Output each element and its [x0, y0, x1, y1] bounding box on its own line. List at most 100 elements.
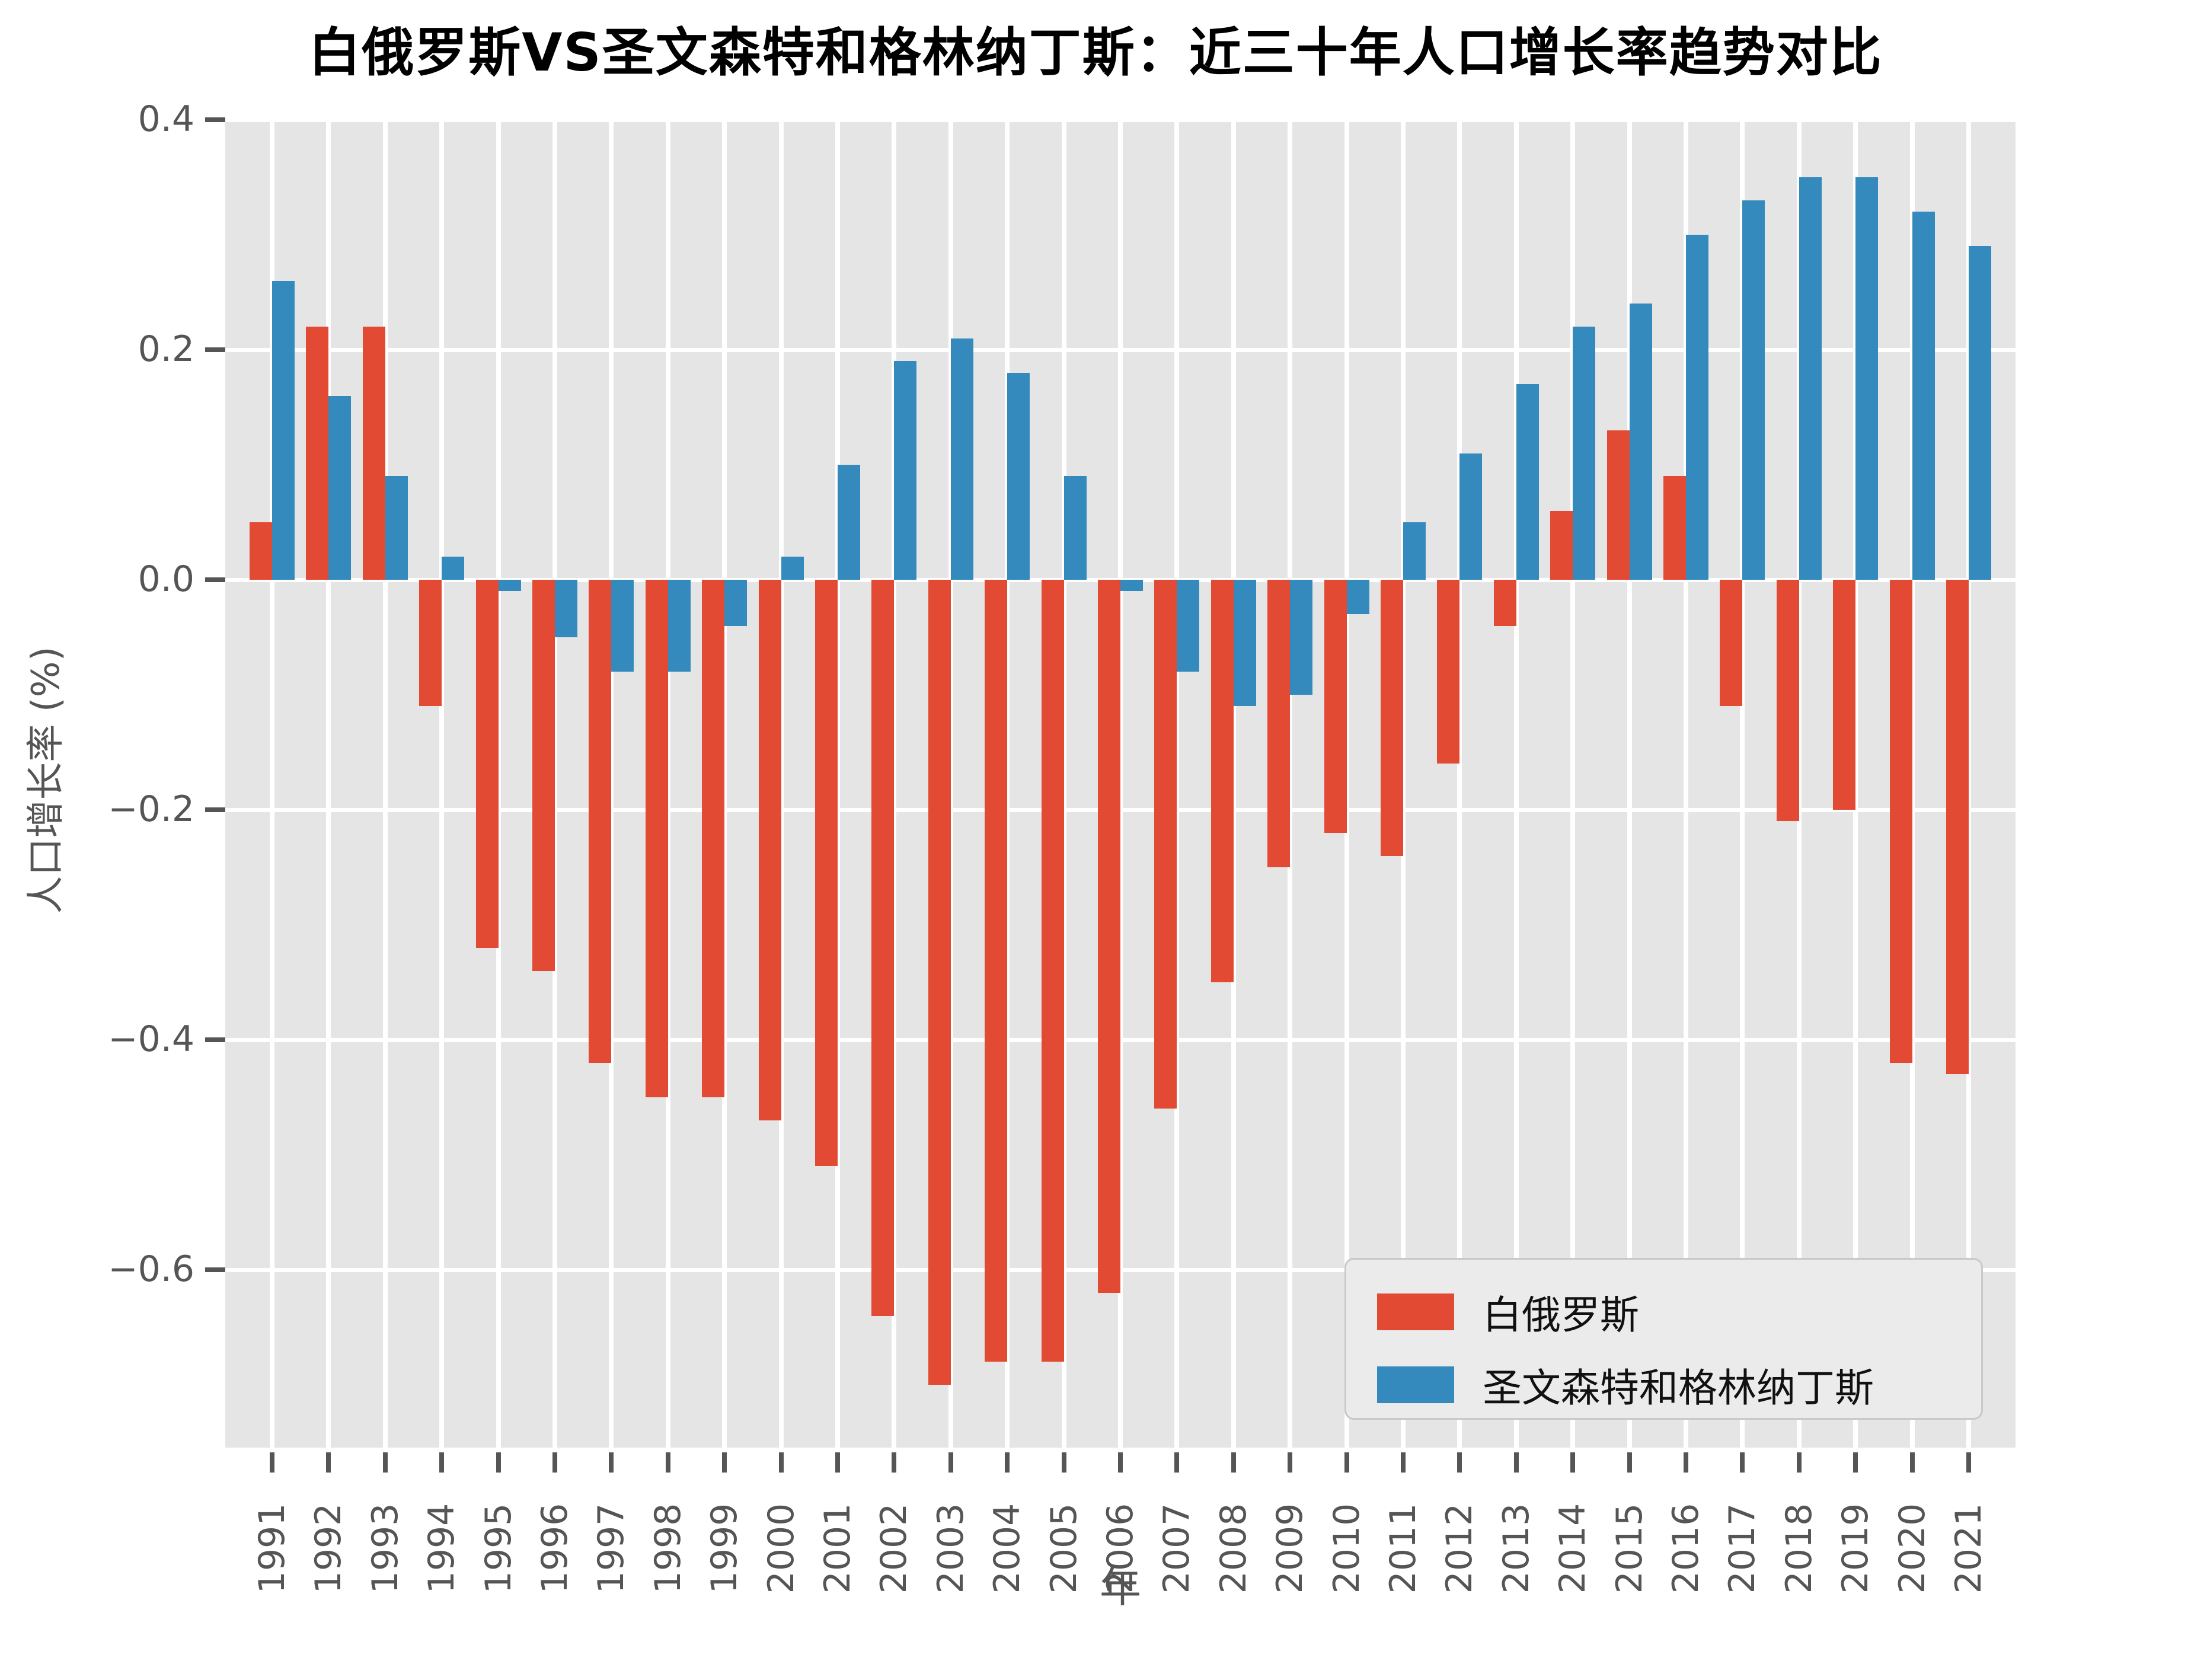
bar-belarus-2004 — [985, 580, 1008, 1362]
y-tick-label-0: 0.0 — [138, 558, 194, 600]
x-tick-label-2001: 2001 — [817, 1503, 858, 1594]
x-tick-2016 — [1684, 1452, 1688, 1473]
x-tick-2001 — [835, 1452, 840, 1473]
bar-svg-1993 — [385, 476, 408, 580]
bar-belarus-1993 — [362, 327, 385, 580]
y-gridline--0.2 — [225, 807, 2016, 812]
x-gridline-2007 — [1174, 119, 1180, 1448]
y-tick--0.2 — [205, 807, 225, 812]
x-gridline-1996 — [552, 119, 557, 1448]
bar-svg-2018 — [1799, 177, 1822, 580]
x-tick-1991 — [270, 1452, 274, 1473]
x-tick-2006 — [1118, 1452, 1123, 1473]
x-tick-2007 — [1174, 1452, 1180, 1473]
legend-swatch-belarus — [1377, 1293, 1454, 1330]
x-tick-label-2012: 2012 — [1439, 1503, 1481, 1594]
bar-svg-2014 — [1573, 327, 1596, 580]
bar-svg-1994 — [442, 557, 465, 580]
bar-svg-2019 — [1855, 177, 1879, 580]
y-gridline--0.6 — [225, 1267, 2016, 1272]
x-gridline-2008 — [1231, 119, 1236, 1448]
x-tick-label-2002: 2002 — [873, 1503, 915, 1594]
y-tick-0 — [205, 577, 225, 582]
x-tick-1995 — [496, 1452, 501, 1473]
x-tick-label-2008: 2008 — [1212, 1503, 1254, 1594]
x-tick-label-2016: 2016 — [1665, 1503, 1707, 1594]
x-tick-1992 — [326, 1452, 331, 1473]
x-gridline-1991 — [270, 119, 274, 1448]
bar-belarus-2014 — [1550, 510, 1573, 580]
x-tick-label-2009: 2009 — [1269, 1503, 1311, 1594]
bar-belarus-2021 — [1946, 580, 1969, 1075]
x-tick-label-2017: 2017 — [1722, 1503, 1764, 1594]
bar-belarus-1992 — [306, 327, 329, 580]
x-tick-2003 — [948, 1452, 953, 1473]
bar-belarus-2007 — [1154, 580, 1177, 1109]
bar-belarus-2009 — [1267, 580, 1291, 867]
x-gridline-2002 — [892, 119, 897, 1448]
legend-label-belarus: 白俄罗斯 — [1483, 1292, 1639, 1338]
x-axis-label: 年 — [1100, 1563, 1141, 1612]
y-gridline--0.4 — [225, 1037, 2016, 1042]
bar-belarus-2013 — [1493, 580, 1516, 626]
bar-svg-2021 — [1969, 246, 1991, 580]
bar-belarus-2006 — [1098, 580, 1120, 1293]
bar-belarus-2000 — [758, 580, 781, 1120]
bar-belarus-2001 — [815, 580, 838, 1167]
x-tick-label-2003: 2003 — [930, 1503, 972, 1594]
bar-svg-2003 — [950, 338, 973, 580]
x-gridline-1999 — [722, 119, 727, 1448]
x-tick-2002 — [892, 1452, 897, 1473]
x-tick-label-2004: 2004 — [986, 1503, 1029, 1594]
x-gridline-2010 — [1344, 119, 1349, 1448]
y-tick-label-0.2: 0.2 — [138, 328, 194, 370]
bar-belarus-1999 — [702, 580, 725, 1097]
x-tick-1997 — [609, 1452, 614, 1473]
plot-area — [225, 117, 2016, 1448]
x-tick-2020 — [1909, 1452, 1915, 1473]
x-tick-label-2013: 2013 — [1495, 1503, 1537, 1594]
bar-svg-2005 — [1063, 476, 1087, 580]
x-tick-label-1991: 1991 — [251, 1503, 293, 1594]
bar-belarus-2019 — [1833, 580, 1856, 810]
bar-belarus-1991 — [250, 522, 272, 580]
x-gridline-2021 — [1966, 119, 1971, 1448]
x-gridline-2005 — [1061, 119, 1066, 1448]
x-tick-label-2000: 2000 — [760, 1503, 802, 1594]
x-gridline-1998 — [665, 119, 670, 1448]
x-tick-label-2019: 2019 — [1835, 1503, 1877, 1594]
bar-belarus-1994 — [419, 580, 442, 707]
y-tick-label-0.4: 0.4 — [138, 98, 194, 140]
legend-entry-svg: 圣文森特和格林纳丁斯 — [1377, 1356, 1874, 1413]
bar-belarus-2010 — [1324, 580, 1347, 833]
x-tick-1999 — [722, 1452, 727, 1473]
x-tick-label-2015: 2015 — [1608, 1503, 1650, 1594]
x-gridline-2006 — [1118, 119, 1123, 1448]
x-gridline-2003 — [948, 119, 953, 1448]
x-gridline-2013 — [1513, 119, 1519, 1448]
x-gridline-2016 — [1684, 119, 1688, 1448]
y-tick-label--0.4: −0.4 — [108, 1018, 194, 1060]
legend: 白俄罗斯 圣文森特和格林纳丁斯 — [1344, 1258, 1983, 1420]
x-gridline-1993 — [382, 119, 388, 1448]
bar-svg-2013 — [1516, 384, 1539, 580]
bar-svg-2002 — [894, 361, 917, 580]
x-tick-label-1996: 1996 — [534, 1503, 576, 1594]
x-tick-1996 — [552, 1452, 557, 1473]
bar-belarus-2011 — [1381, 580, 1403, 856]
x-tick-2017 — [1740, 1452, 1745, 1473]
bar-svg-1991 — [272, 280, 295, 580]
bar-belarus-2015 — [1606, 430, 1630, 580]
bar-belarus-2017 — [1720, 580, 1743, 707]
bar-svg-2010 — [1346, 580, 1369, 615]
bar-belarus-2005 — [1041, 580, 1064, 1362]
x-gridline-2015 — [1627, 119, 1632, 1448]
y-tick-0.4 — [205, 117, 225, 122]
bar-svg-2007 — [1177, 580, 1200, 672]
bar-svg-1996 — [555, 580, 577, 637]
x-tick-1998 — [665, 1452, 670, 1473]
bar-svg-1998 — [667, 580, 691, 672]
x-tick-label-2018: 2018 — [1778, 1503, 1820, 1594]
x-tick-label-1997: 1997 — [590, 1503, 633, 1594]
